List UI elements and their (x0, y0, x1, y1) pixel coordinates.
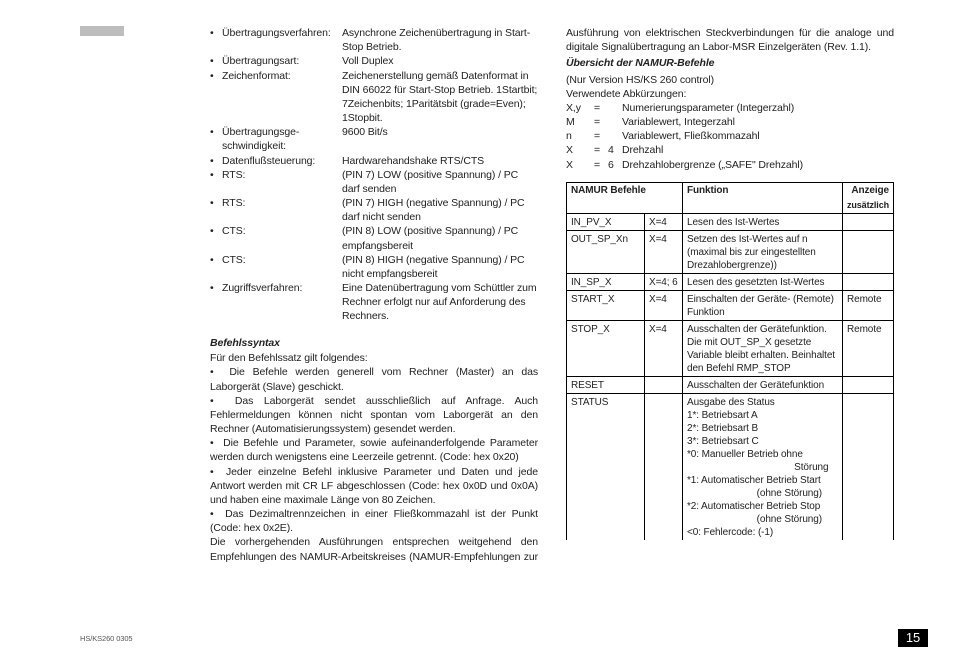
overview-heading: Übersicht der NAMUR-Befehle (566, 56, 894, 70)
th-anzeige: Anzeige (842, 182, 893, 199)
abbr-row: M=Variablewert, Integerzahl (566, 115, 894, 129)
syntax-item: • Die Befehle werden generell vom Rechne… (210, 365, 538, 393)
spec-row: •RTS:(PIN 7) LOW (positive Spannung) / P… (210, 168, 538, 196)
namur-table: NAMUR Befehle Funktion Anzeige zusätzlic… (566, 182, 894, 541)
abbr-row: X,y=Numerierungsparameter (Integerzahl) (566, 101, 894, 115)
table-row: IN_PV_XX=4Lesen des Ist-Wertes (567, 214, 894, 231)
spec-row: •Datenflußsteuerung:Hardwarehandshake RT… (210, 154, 538, 168)
table-row: RESETAusschalten der Gerätefunktion (567, 377, 894, 394)
abbr-row: X=4Drehzahl (566, 143, 894, 157)
overview-sub2: Verwendete Abkürzungen: (566, 87, 894, 101)
th-zus: zusätzlich (842, 199, 893, 214)
left-column: •Übertragungsverfahren:Asynchrone Zeiche… (210, 26, 538, 637)
table-row: OUT_SP_XnX=4Setzen des Ist-Wertes auf n … (567, 231, 894, 274)
spec-row: •Zugriffsverfahren:Eine Datenübertragung… (210, 281, 538, 324)
footer-code: HS/KS260 0305 (80, 634, 133, 643)
table-row: STOP_XX=4Ausschalten der Gerätefunk­tion… (567, 321, 894, 377)
spec-row: •CTS:(PIN 8) HIGH (negative Spannung) / … (210, 253, 538, 281)
abbr-row: X=6Drehzahlobergrenze („SAFE" Drehzahl) (566, 158, 894, 172)
table-row: IN_SP_XX=4; 6Lesen des gesetzten Ist-Wer… (567, 274, 894, 291)
side-tab (80, 26, 124, 36)
syntax-list: • Die Befehle werden generell vom Rechne… (210, 365, 538, 535)
abbr-row: n=Variablewert, Fließkommazahl (566, 129, 894, 143)
syntax-item: • Jeder einzelne Befehl inklusive Parame… (210, 465, 538, 508)
spec-row: •RTS:(PIN 7) HIGH (negative Spannung) / … (210, 196, 538, 224)
th-func: Funktion (683, 182, 843, 199)
spec-row: •Zeichenformat:Zeichenerstellung gemäß D… (210, 69, 538, 126)
spec-row: •Übertragungsverfahren:Asynchrone Zeiche… (210, 26, 538, 54)
syntax-item: • Das Dezimaltrennzeichen in einer Fließ… (210, 507, 538, 535)
spec-row: •Übertragungsart:Voll Duplex (210, 54, 538, 68)
syntax-heading: Befehlssyntax (210, 337, 538, 349)
syntax-item: • Die Befehle und Parameter, sowie aufei… (210, 436, 538, 464)
th-cmd: NAMUR Befehle (567, 182, 683, 199)
overview-sub1: (Nur Version HS/KS 260 control) (566, 73, 894, 87)
spec-row: •CTS:(PIN 8) LOW (positive Spannung) / P… (210, 224, 538, 252)
syntax-tail: Die vorhergehenden Ausführungen entsprec… (210, 535, 538, 563)
spec-row: •Übertragungsge­schwindigkeit:9600 Bit/s (210, 125, 538, 153)
syntax-intro: Für den Befehlssatz gilt folgendes: (210, 351, 538, 365)
syntax-item: • Das Laborgerät sendet ausschließlich a… (210, 394, 538, 437)
table-row: STATUSAusgabe des Status1*: Betriebsart … (567, 394, 894, 541)
right-column: Ausführung von elektrischen Steckverbind… (566, 26, 894, 637)
table-row: START_XX=4Einschalten der Geräte- (Remot… (567, 291, 894, 321)
page-number: 15 (898, 629, 928, 647)
right-intro: Ausführung von elektrischen Steckverbind… (566, 26, 894, 54)
